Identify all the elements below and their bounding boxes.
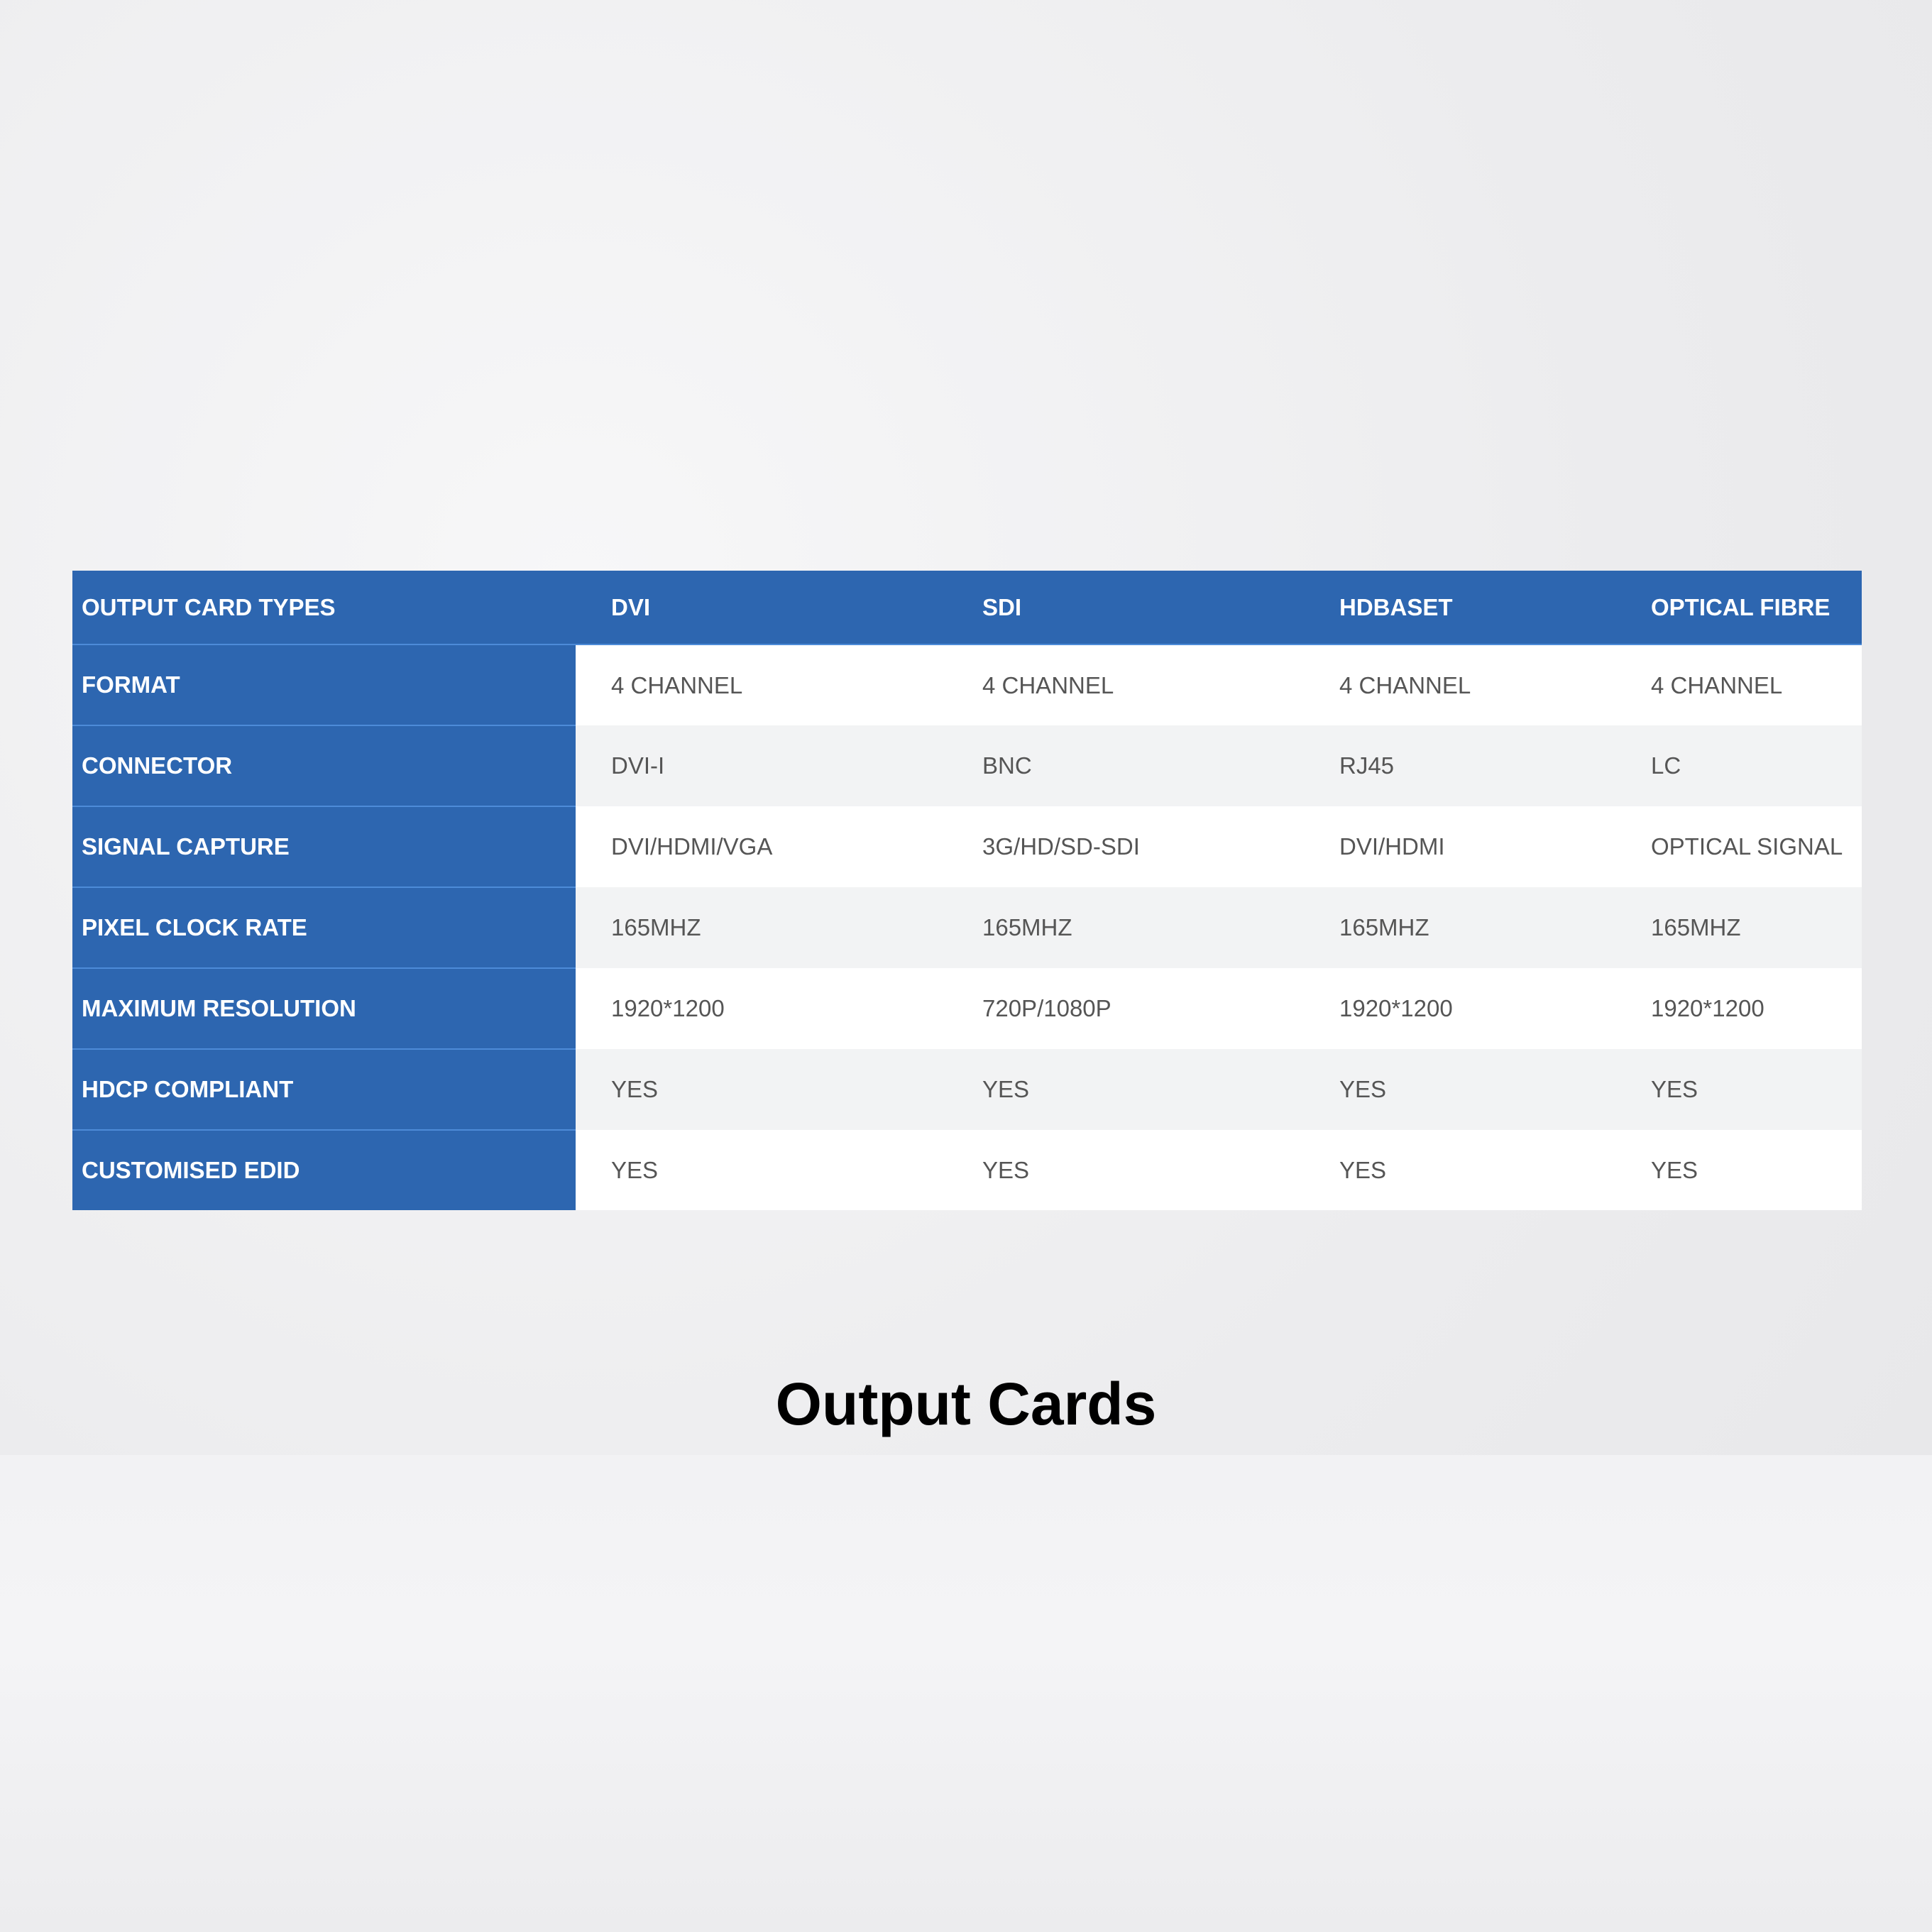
table-row: SIGNAL CAPTURE DVI/HDMI/VGA 3G/HD/SD-SDI DV… — [72, 806, 1862, 888]
table-cell: 165MHZ — [1304, 887, 1615, 968]
table-cell: LC — [1615, 725, 1862, 806]
table-cell: DVI/HDMI — [1304, 806, 1615, 887]
row-label: FORMAT — [72, 644, 576, 726]
column-header: SDI — [947, 571, 1304, 645]
table-cell: 1920*1200 — [1304, 968, 1615, 1049]
table-cell: YES — [576, 1130, 947, 1210]
table-cell: 4 CHANNEL — [576, 644, 947, 725]
spec-table: OUTPUT CARD TYPES DVI SDI HDBASET OPTICAL FI… — [72, 571, 1862, 1210]
row-label: MAXIMUM RESOLUTION — [72, 968, 576, 1050]
table-cell: 720P/1080P — [947, 968, 1304, 1049]
background-floor — [0, 1455, 1932, 1932]
table-cell: YES — [576, 1049, 947, 1130]
table-cell: YES — [1304, 1049, 1615, 1130]
table-cell: 165MHZ — [947, 887, 1304, 968]
table-cell: 4 CHANNEL — [947, 644, 1304, 725]
table-cell: 4 CHANNEL — [1304, 644, 1615, 725]
table-cell: 1920*1200 — [576, 968, 947, 1049]
column-header: OUTPUT CARD TYPES — [72, 571, 576, 645]
table-cell: YES — [947, 1049, 1304, 1130]
table-row: CUSTOMISED EDID YES YES YES YES — [72, 1130, 1862, 1210]
table-cell: RJ45 — [1304, 725, 1615, 806]
row-label: CUSTOMISED EDID — [72, 1130, 576, 1210]
row-label: CONNECTOR — [72, 725, 576, 807]
table-cell: 165MHZ — [1615, 887, 1862, 968]
row-label: HDCP COMPLIANT — [72, 1049, 576, 1131]
table-cell: 165MHZ — [576, 887, 947, 968]
page-title: Output Cards — [775, 1371, 1157, 1437]
column-header: HDBASET — [1304, 571, 1615, 645]
table-cell: 4 CHANNEL — [1615, 644, 1862, 725]
header-row: OUTPUT CARD TYPES DVI SDI HDBASET OPTICAL FI… — [72, 571, 1862, 645]
table-cell: DVI-I — [576, 725, 947, 806]
table-cell: YES — [1304, 1130, 1615, 1210]
table-cell: DVI/HDMI/VGA — [576, 806, 947, 887]
table-row: MAXIMUM RESOLUTION 1920*1200 720P/1080P 192… — [72, 968, 1862, 1050]
row-label: SIGNAL CAPTURE — [72, 806, 576, 888]
column-header: OPTICAL FIBRE — [1615, 571, 1862, 645]
table-row: FORMAT 4 CHANNEL 4 CHANNEL 4 CHANNEL 4 CHANN… — [72, 644, 1862, 726]
table-cell: 1920*1200 — [1615, 968, 1862, 1049]
table-row: CONNECTOR DVI-I BNC RJ45 LC — [72, 725, 1862, 807]
table-cell: YES — [1615, 1130, 1862, 1210]
table-cell: BNC — [947, 725, 1304, 806]
table-row: HDCP COMPLIANT YES YES YES YES — [72, 1049, 1862, 1131]
table-cell: YES — [947, 1130, 1304, 1210]
row-label: PIXEL CLOCK RATE — [72, 887, 576, 969]
table-cell: 3G/HD/SD-SDI — [947, 806, 1304, 887]
table-cell: OPTICAL SIGNAL — [1615, 806, 1862, 887]
column-header: DVI — [576, 571, 947, 645]
table-row: PIXEL CLOCK RATE 165MHZ 165MHZ 165MHZ 165MHZ — [72, 887, 1862, 969]
table-cell: YES — [1615, 1049, 1862, 1130]
